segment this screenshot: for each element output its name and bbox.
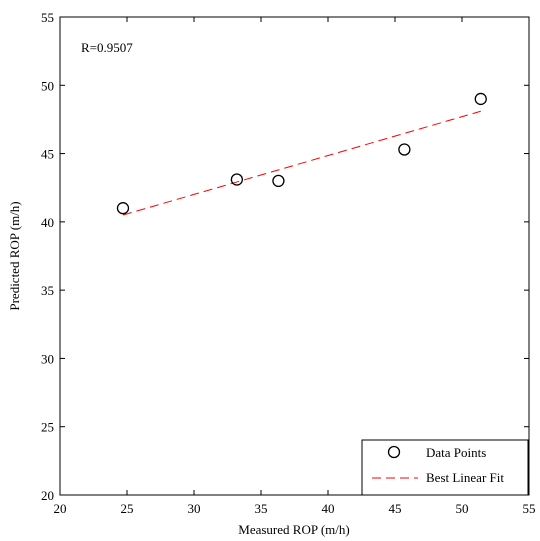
data-points-layer bbox=[116, 92, 487, 215]
legend-marker-data-points bbox=[387, 445, 401, 459]
x-tick-label: 25 bbox=[121, 501, 134, 516]
legend: Data Points Best Linear Fit bbox=[361, 439, 529, 496]
fit-line-layer bbox=[122, 110, 481, 216]
y-tick-label: 35 bbox=[41, 283, 54, 298]
legend-label-best-linear-fit: Best Linear Fit bbox=[426, 470, 504, 485]
y-axis-ticks: 20 25 30 35 40 45 50 55 bbox=[41, 10, 529, 503]
r-annotation: R=0.9507 bbox=[81, 40, 133, 55]
plot-area bbox=[59, 16, 530, 496]
x-tick-label: 20 bbox=[54, 501, 67, 516]
y-tick-label: 55 bbox=[41, 10, 54, 25]
data-point bbox=[474, 92, 487, 106]
x-tick-label: 40 bbox=[322, 501, 335, 516]
y-tick-label: 25 bbox=[41, 420, 54, 435]
y-tick-label: 40 bbox=[41, 215, 54, 230]
y-tick-label: 20 bbox=[41, 488, 54, 503]
x-tick-label: 30 bbox=[188, 501, 201, 516]
legend-label-data-points: Data Points bbox=[426, 445, 486, 460]
x-axis-ticks: 20 25 30 35 40 45 50 55 bbox=[54, 17, 536, 516]
data-point bbox=[398, 143, 411, 156]
y-tick-label: 50 bbox=[41, 78, 54, 93]
x-tick-label: 35 bbox=[255, 501, 268, 516]
data-point bbox=[272, 174, 285, 188]
data-point bbox=[116, 202, 130, 215]
x-tick-label: 55 bbox=[523, 501, 536, 516]
y-tick-label: 30 bbox=[41, 351, 54, 366]
x-tick-label: 45 bbox=[389, 501, 402, 516]
y-tick-label: 45 bbox=[41, 147, 54, 162]
x-tick-label: 50 bbox=[456, 501, 469, 516]
best-linear-fit-line bbox=[122, 110, 481, 216]
y-axis-label: Predicted ROP (m/h) bbox=[7, 201, 22, 310]
x-axis-label: Measured ROP (m/h) bbox=[238, 522, 349, 537]
data-point bbox=[230, 173, 244, 186]
